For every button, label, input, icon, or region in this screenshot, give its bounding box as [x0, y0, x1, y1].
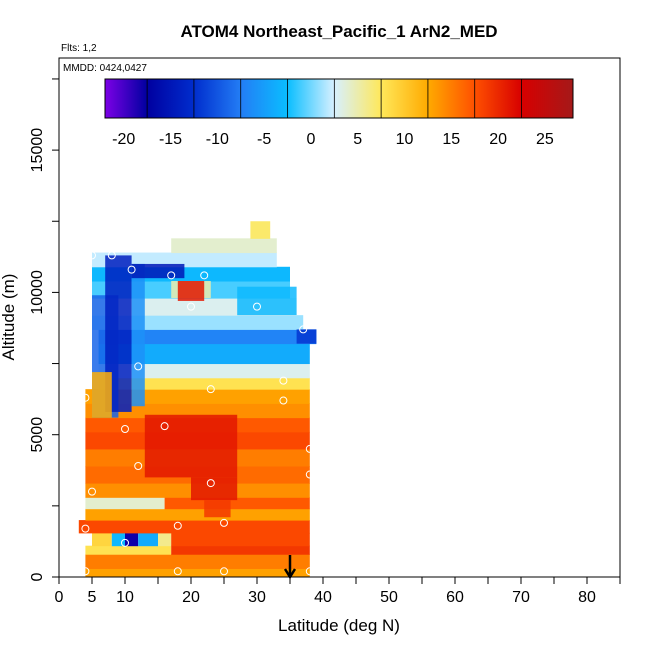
plot-area — [59, 58, 620, 580]
x-tick-label: 5 — [88, 589, 97, 606]
sample-point — [305, 470, 314, 479]
colorbar-tick-label: 25 — [536, 131, 554, 148]
heatmap-cell — [85, 568, 310, 578]
colorbar-tick-label: 15 — [442, 131, 460, 148]
x-tick-label: 20 — [182, 589, 200, 606]
x-tick-label: 0 — [55, 589, 64, 606]
heatmap-cell — [85, 545, 172, 555]
y-tick-label: 15000 — [29, 128, 46, 173]
sample-point — [81, 567, 90, 576]
sample-point — [220, 518, 228, 527]
sample-point — [220, 567, 228, 576]
sample-point — [279, 376, 288, 385]
sample-point — [121, 425, 129, 434]
x-tick-label: 10 — [116, 589, 134, 606]
heatmap-overlay-layer — [92, 255, 317, 518]
heatmap-cell — [191, 477, 238, 501]
x-tick-label: 80 — [578, 589, 596, 606]
chart-title: ATOM4 Northeast_Pacific_1 ArN2_MED — [180, 22, 497, 41]
sample-point — [160, 422, 169, 431]
heatmap-cell — [78, 520, 310, 534]
y-axis-label: Altitude (m) — [0, 274, 18, 361]
sample-point — [88, 487, 96, 496]
y-axis: 0 5000 10000 15000 — [29, 78, 59, 581]
y-tick-label: 0 — [29, 572, 46, 581]
colorbar-tick-label: 0 — [306, 131, 315, 148]
colorbar-frame — [104, 78, 574, 119]
heatmap-cell — [98, 329, 317, 345]
sample-point — [305, 567, 314, 576]
sample-point — [200, 271, 209, 280]
heatmap-cell — [98, 377, 310, 390]
heatmap-cell — [85, 554, 310, 569]
heatmap-cell — [144, 414, 238, 478]
flights-label: Flts: 1,2 — [61, 43, 97, 54]
colorbar-tick-label: -15 — [159, 131, 182, 148]
x-axis-label: Latitude (deg N) — [278, 616, 400, 635]
colorbar-tick-label: 5 — [353, 131, 362, 148]
colorbar-tick-labels: -20 -15 -10 -5 0 5 10 15 20 25 — [112, 131, 554, 148]
x-axis: 0 5 10 20 30 40 50 60 70 80 — [55, 577, 621, 606]
sample-point — [173, 567, 182, 576]
sample-point — [167, 271, 176, 280]
sample-point — [187, 302, 195, 311]
sample-points-layer — [81, 251, 327, 576]
sample-point — [279, 396, 288, 405]
sample-point — [81, 524, 90, 533]
y-tick-label: 10000 — [29, 270, 46, 315]
sample-point — [81, 393, 90, 402]
sample-point — [134, 462, 143, 471]
colorbar-tick-label: -20 — [112, 131, 135, 148]
sample-point — [127, 265, 136, 274]
x-tick-label: 70 — [512, 589, 530, 606]
sample-point — [299, 325, 308, 334]
colorbar-tick-label: 20 — [489, 131, 507, 148]
colorbar-tick-label: -10 — [206, 131, 229, 148]
sample-point — [253, 302, 261, 311]
heatmap-cell — [85, 508, 310, 521]
y-tick-label: 5000 — [29, 417, 46, 453]
heatmap-cell — [177, 281, 205, 301]
heatmap-cell — [131, 263, 145, 407]
heatmap-cell — [171, 532, 310, 547]
sample-point — [121, 538, 129, 547]
colorbar-tick-label: -5 — [257, 131, 271, 148]
heatmap-cell — [204, 500, 231, 518]
x-tick-label: 50 — [380, 589, 398, 606]
sample-point — [88, 251, 96, 260]
heatmap-cell — [85, 403, 310, 419]
heatmap-cell — [171, 545, 310, 555]
sample-point — [305, 444, 314, 453]
sample-point — [206, 385, 215, 394]
sample-point — [206, 479, 215, 488]
colorbar-separators — [146, 79, 522, 118]
heatmap-cell — [158, 532, 172, 547]
heatmap-cell — [92, 532, 112, 547]
colorbar-gradient — [105, 79, 573, 118]
sample-point — [173, 521, 182, 530]
heatmap-cell — [164, 497, 310, 510]
colorbar: -20 -15 -10 -5 0 5 10 15 20 25 — [104, 78, 574, 148]
dates-label: MMDD: 0424,0427 — [63, 63, 147, 74]
sample-point — [134, 362, 143, 371]
heatmap-cell — [138, 532, 158, 547]
heatmap-cell — [85, 497, 165, 510]
x-tick-label: 60 — [446, 589, 464, 606]
heatmap-cell — [92, 372, 112, 418]
x-tick-label: 30 — [248, 589, 266, 606]
heatmap-cell — [250, 221, 271, 239]
heatmap-cell — [131, 263, 185, 279]
colorbar-tick-label: 10 — [396, 131, 414, 148]
x-tick-label: 40 — [314, 589, 332, 606]
heatmap-cell — [171, 238, 277, 254]
sample-point — [319, 333, 327, 342]
heatmap-cell — [98, 343, 310, 365]
sample-point — [107, 251, 116, 260]
plot-frame — [58, 57, 621, 578]
heatmap-cell — [98, 363, 310, 379]
heatmap-cell — [92, 252, 277, 268]
heatmap-cell — [237, 286, 297, 316]
